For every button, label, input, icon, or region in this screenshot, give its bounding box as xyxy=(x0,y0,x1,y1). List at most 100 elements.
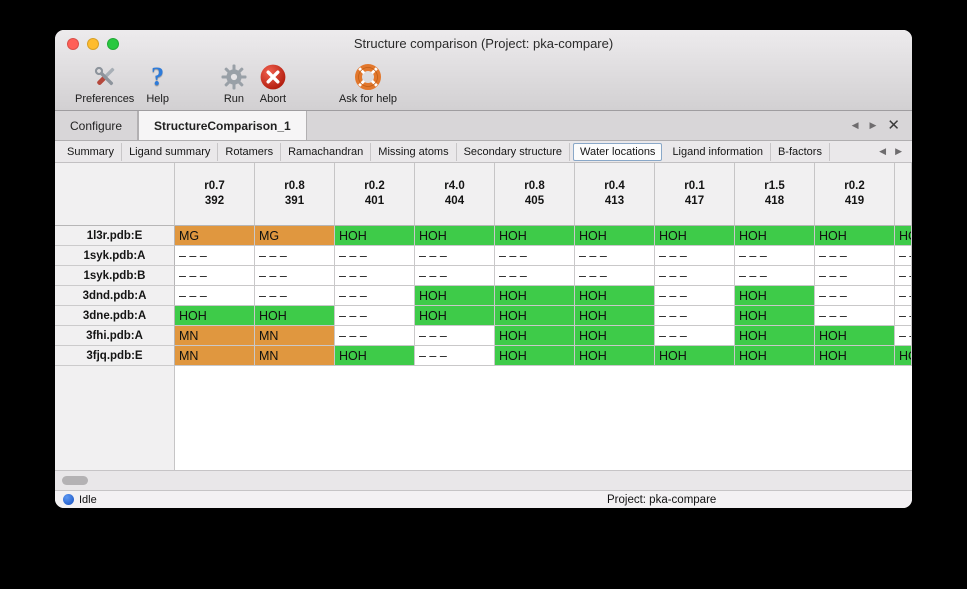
table-cell[interactable]: HOH xyxy=(575,306,655,326)
table-cell[interactable]: HOH xyxy=(815,326,895,346)
table-cell[interactable]: – – – xyxy=(335,246,415,266)
table-cell[interactable]: HOH xyxy=(895,346,912,366)
column-header[interactable]: r4.0 404 xyxy=(415,163,495,226)
column-header[interactable] xyxy=(895,163,912,226)
table-cell[interactable]: – – – xyxy=(415,266,495,286)
table-cell[interactable]: – – – xyxy=(655,286,735,306)
table-cell[interactable]: HOH xyxy=(735,226,815,246)
subtab-prev-icon[interactable]: ◀ xyxy=(879,146,887,156)
row-label[interactable]: 3fhi.pdb:A xyxy=(55,326,175,346)
table-cell[interactable]: MN xyxy=(175,346,255,366)
table-cell[interactable]: – – – xyxy=(655,246,735,266)
table-cell[interactable]: HOH xyxy=(255,306,335,326)
table-cell[interactable]: – – – xyxy=(495,266,575,286)
column-header[interactable]: r0.1 417 xyxy=(655,163,735,226)
minimize-window-button[interactable] xyxy=(87,38,99,50)
table-cell[interactable]: – – – xyxy=(895,246,912,266)
table-cell[interactable]: – – – xyxy=(655,306,735,326)
table-cell[interactable]: HOH xyxy=(575,326,655,346)
table-cell[interactable]: HOH xyxy=(495,306,575,326)
subtab-summary[interactable]: Summary xyxy=(60,142,123,161)
table-cell[interactable]: MN xyxy=(255,346,335,366)
tab-configure[interactable]: Configure xyxy=(55,111,139,140)
table-cell[interactable]: HOH xyxy=(495,286,575,306)
close-window-button[interactable] xyxy=(67,38,79,50)
table-cell[interactable]: HOH xyxy=(735,326,815,346)
table-cell[interactable]: – – – xyxy=(415,246,495,266)
table-cell[interactable]: – – – xyxy=(655,266,735,286)
column-header[interactable]: r0.4 413 xyxy=(575,163,655,226)
table-cell[interactable]: HOH xyxy=(735,346,815,366)
run-button[interactable]: Run xyxy=(215,58,253,110)
table-cell[interactable]: HOH xyxy=(415,286,495,306)
table-cell[interactable]: MG xyxy=(255,226,335,246)
table-cell[interactable]: – – – xyxy=(495,246,575,266)
table-cell[interactable]: – – – xyxy=(255,246,335,266)
table-cell[interactable]: – – – xyxy=(255,266,335,286)
subtab-next-icon[interactable]: ▶ xyxy=(895,146,902,156)
subtab-missing-atoms[interactable]: Missing atoms xyxy=(371,142,457,161)
tab-next-icon[interactable]: ▶ xyxy=(869,120,877,130)
tab-close-icon[interactable]: ✕ xyxy=(887,117,900,134)
table-cell[interactable]: HOH xyxy=(735,306,815,326)
table-cell[interactable]: – – – xyxy=(415,346,495,366)
table-cell[interactable]: – – – xyxy=(655,326,735,346)
table-cell[interactable]: HOH xyxy=(335,226,415,246)
table-cell[interactable]: – – – xyxy=(895,326,912,346)
table-cell[interactable]: MN xyxy=(255,326,335,346)
tab-prev-icon[interactable]: ◀ xyxy=(851,120,859,130)
table-cell[interactable]: HOH xyxy=(415,306,495,326)
table-cell[interactable]: MG xyxy=(175,226,255,246)
table-cell[interactable]: – – – xyxy=(815,246,895,266)
horizontal-scrollbar[interactable] xyxy=(55,470,912,490)
abort-button[interactable]: Abort xyxy=(253,58,293,110)
column-header[interactable]: r1.5 418 xyxy=(735,163,815,226)
table-cell[interactable]: – – – xyxy=(815,306,895,326)
table-cell[interactable]: – – – xyxy=(175,246,255,266)
table-cell[interactable]: HOH xyxy=(575,346,655,366)
table-cell[interactable]: – – – xyxy=(575,246,655,266)
subtab-water-locations[interactable]: Water locations xyxy=(573,142,663,161)
table-cell[interactable]: HOH xyxy=(495,226,575,246)
table-cell[interactable]: HOH xyxy=(575,286,655,306)
row-label[interactable]: 3dne.pdb:A xyxy=(55,306,175,326)
table-cell[interactable]: – – – xyxy=(335,266,415,286)
table-cell[interactable]: HOH xyxy=(895,226,912,246)
table-cell[interactable]: HOH xyxy=(815,226,895,246)
horizontal-scrollbar-thumb[interactable] xyxy=(62,476,88,485)
table-cell[interactable]: – – – xyxy=(735,246,815,266)
column-header[interactable]: r0.7 392 xyxy=(175,163,255,226)
column-header[interactable]: r0.8 391 xyxy=(255,163,335,226)
table-cell[interactable]: HOH xyxy=(575,226,655,246)
row-label[interactable]: 1syk.pdb:A xyxy=(55,246,175,266)
table-cell[interactable]: – – – xyxy=(335,306,415,326)
table-cell[interactable]: HOH xyxy=(815,346,895,366)
table-cell[interactable]: – – – xyxy=(895,266,912,286)
preferences-button[interactable]: Preferences xyxy=(69,58,140,110)
table-cell[interactable]: MN xyxy=(175,326,255,346)
column-header[interactable]: r0.8 405 xyxy=(495,163,575,226)
table-cell[interactable]: – – – xyxy=(335,286,415,306)
table-cell[interactable]: – – – xyxy=(575,266,655,286)
table-cell[interactable]: HOH xyxy=(495,326,575,346)
column-header[interactable]: r0.2 419 xyxy=(815,163,895,226)
table-cell[interactable]: – – – xyxy=(895,286,912,306)
table-cell[interactable]: HOH xyxy=(655,226,735,246)
title-bar[interactable]: Structure comparison (Project: pka-compa… xyxy=(55,30,912,58)
table-cell[interactable]: – – – xyxy=(255,286,335,306)
row-label[interactable]: 3dnd.pdb:A xyxy=(55,286,175,306)
row-label[interactable]: 1syk.pdb:B xyxy=(55,266,175,286)
table-cell[interactable]: – – – xyxy=(815,286,895,306)
table-cell[interactable]: – – – xyxy=(735,266,815,286)
table-cell[interactable]: HOH xyxy=(735,286,815,306)
subtab-b-factors[interactable]: B-factors xyxy=(771,142,830,161)
table-cell[interactable]: HOH xyxy=(495,346,575,366)
table-cell[interactable]: HOH xyxy=(175,306,255,326)
row-label[interactable]: 3fjq.pdb:E xyxy=(55,346,175,366)
zoom-window-button[interactable] xyxy=(107,38,119,50)
table-cell[interactable]: – – – xyxy=(895,306,912,326)
tab-structurecomparison-1[interactable]: StructureComparison_1 xyxy=(138,111,307,140)
help-button[interactable]: ? Help xyxy=(140,58,175,110)
table-cell[interactable]: – – – xyxy=(175,286,255,306)
table-cell[interactable]: – – – xyxy=(815,266,895,286)
